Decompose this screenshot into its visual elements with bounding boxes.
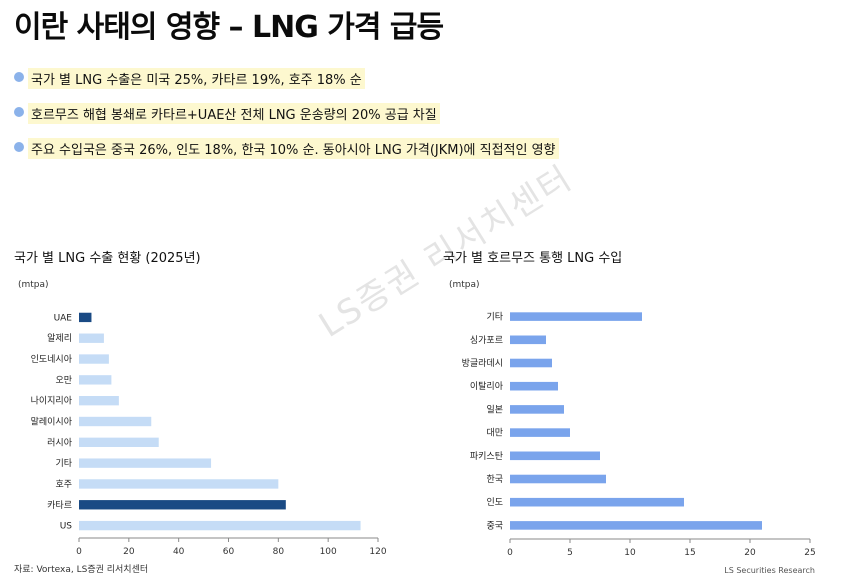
x-tick-label: 5 xyxy=(567,548,573,558)
category-label: 기타 xyxy=(486,312,503,323)
category-label: 중국 xyxy=(486,520,503,531)
export-chart-unit: (mtpa) xyxy=(18,280,49,290)
bar xyxy=(510,428,570,437)
category-label: 싱가포르 xyxy=(470,335,503,346)
footer-brand: LS Securities Research xyxy=(724,566,815,575)
category-label: 러시아 xyxy=(47,437,73,448)
category-label: 방글라데시 xyxy=(462,358,503,369)
category-label: 오만 xyxy=(55,375,72,386)
category-label: 이탈리아 xyxy=(470,381,504,392)
export-bar-chart: 0 20 40 60 80 100 120 UAE 알제리인도네시아오만나이지리아말레이시아러시… xyxy=(31,312,387,557)
bar xyxy=(79,312,92,323)
bar xyxy=(79,354,109,364)
category-label: 호주 xyxy=(55,479,72,490)
bar xyxy=(79,375,112,385)
bar xyxy=(510,451,600,461)
category-label: 인도 xyxy=(486,497,503,508)
bullet-text: 주요 수입국은 중국 26%, 인도 18%, 한국 10% 순. 동아시아 L… xyxy=(28,138,559,159)
bar xyxy=(79,416,152,427)
bar xyxy=(510,358,552,368)
category-label: UAE xyxy=(54,313,73,323)
bar xyxy=(79,437,159,448)
bullet-text: 호르무즈 해협 봉쇄로 카타르+UAE산 전체 LNG 운송량의 20% 공급 … xyxy=(28,103,440,124)
category-label: 대만 xyxy=(486,428,503,439)
bar xyxy=(79,500,286,510)
category-label: 한국 xyxy=(486,474,503,485)
x-tick-label: 0 xyxy=(76,547,82,557)
bar xyxy=(79,333,104,343)
category-label: 카타르 xyxy=(47,500,72,511)
category-label: 파키스탄 xyxy=(470,451,503,462)
bullet-dot-icon xyxy=(14,142,24,152)
category-label: US xyxy=(60,522,73,532)
x-tick-label: 20 xyxy=(744,548,756,558)
x-tick-label: 15 xyxy=(684,548,695,558)
bullet-dot-icon xyxy=(14,72,24,82)
x-tick-label: 100 xyxy=(320,547,337,557)
bar xyxy=(510,312,642,321)
category-label: 알제리 xyxy=(47,333,72,344)
bar xyxy=(79,520,361,531)
bar xyxy=(510,335,546,345)
x-tick-label: 0 xyxy=(507,548,513,558)
import-chart-unit: (mtpa) xyxy=(449,280,480,290)
category-label: 인도네시아 xyxy=(31,354,73,365)
x-tick-label: 20 xyxy=(123,547,135,557)
bar xyxy=(79,458,212,468)
x-tick-label: 60 xyxy=(223,547,235,557)
bar xyxy=(79,479,279,489)
import-chart-title: 국가 별 호르무즈 통행 LNG 수입 xyxy=(443,251,623,266)
x-tick-label: 40 xyxy=(173,547,185,557)
category-label: 나이지리아 xyxy=(31,396,73,407)
source-note: 자료: Vortexa, LS증권 리서치센터 xyxy=(14,565,149,575)
category-label: 기타 xyxy=(55,458,72,469)
bullet-text: 국가 별 LNG 수출은 미국 25%, 카타르 19%, 호주 18% 순 xyxy=(28,68,365,89)
bar xyxy=(510,474,606,484)
bar xyxy=(79,395,119,406)
bar xyxy=(510,521,762,530)
bar xyxy=(510,405,564,414)
x-tick-label: 80 xyxy=(273,547,285,557)
category-label: 일본 xyxy=(486,404,503,415)
page-title: 이란 사태의 영향 – LNG 가격 급등 xyxy=(14,10,444,45)
x-tick-label: 120 xyxy=(369,547,386,557)
x-tick-label: 10 xyxy=(624,548,636,558)
bar xyxy=(510,381,558,391)
bullet-dot-icon xyxy=(14,107,24,117)
bar xyxy=(510,497,684,507)
export-chart-title: 국가 별 LNG 수출 현황 (2025년) xyxy=(14,251,201,266)
category-label: 말레이시아 xyxy=(31,416,73,428)
x-tick-label: 25 xyxy=(804,548,815,558)
